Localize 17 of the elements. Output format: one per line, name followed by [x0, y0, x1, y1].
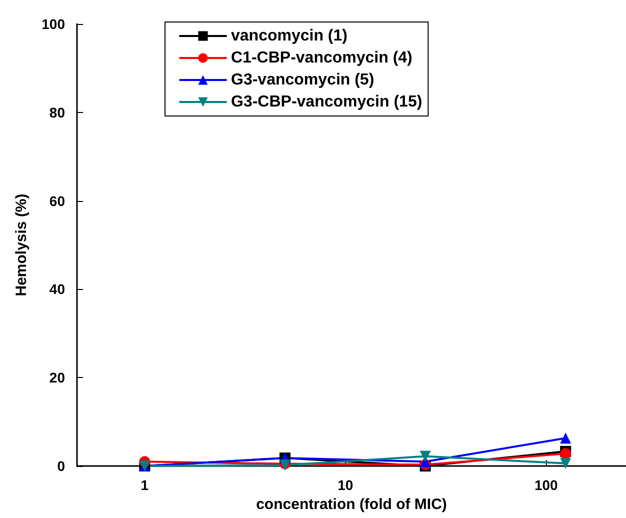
y-tick-label: 80	[49, 104, 66, 120]
y-tick-label: 40	[49, 281, 66, 298]
y-axis-title: Hemolysis (%)	[13, 194, 30, 296]
y-tick-label: 60	[49, 192, 66, 209]
x-tick-label: 10	[338, 477, 354, 493]
x-axis-title: concentration (fold of MIC)	[256, 496, 447, 513]
x-tick-label: 1	[140, 477, 149, 493]
point	[560, 448, 572, 460]
y-tick-label: 20	[49, 370, 66, 386]
legend-label: G3-vancomycin (5)	[231, 72, 374, 88]
legend-label: G3-CBP-vancomycin (15)	[231, 94, 422, 110]
x-tick-label: 100	[534, 477, 558, 493]
y-tick-label: 100	[42, 16, 66, 32]
y-tick-label: 0	[57, 458, 66, 474]
point	[560, 458, 572, 469]
legend-label: vancomycin (1)	[231, 28, 348, 44]
legend-label: C1-CBP-vancomycin (4)	[231, 50, 412, 66]
